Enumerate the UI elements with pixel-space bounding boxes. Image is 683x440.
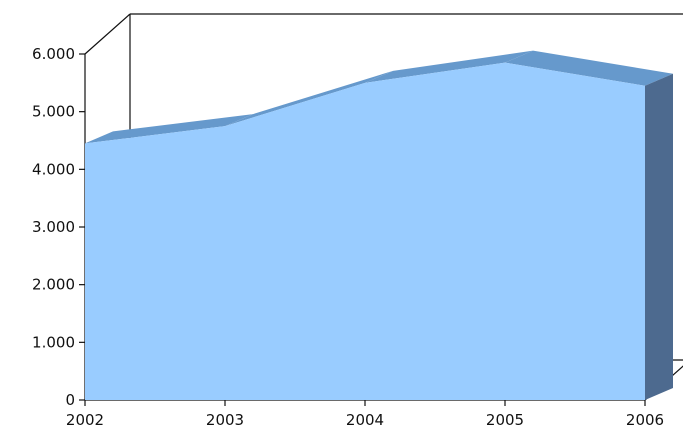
x-tick-label: 2004	[346, 411, 384, 429]
x-tick-label: 2005	[486, 411, 524, 429]
x-tick-label: 2006	[626, 411, 664, 429]
area-top-face	[505, 50, 673, 86]
left-wall-top-edge	[84, 13, 131, 55]
y-axis-tick-labels: 0 1.000 2.000 3.000 4.000 5.000 6.000	[32, 45, 75, 409]
area-top-face	[225, 70, 393, 127]
x-tick-label: 2002	[66, 411, 104, 429]
area-top-face	[365, 50, 533, 83]
x-axis-tick-labels: 2002 2003 2004 2005 2006	[66, 411, 664, 429]
y-tick-label: 2.000	[32, 276, 75, 294]
y-tick-label: 1.000	[32, 333, 75, 351]
y-tick-label: 0	[65, 391, 75, 409]
area-top-face	[85, 114, 253, 144]
area-front-face	[85, 62, 645, 401]
area-side-face	[645, 73, 673, 400]
x-tick-label: 2003	[206, 411, 244, 429]
y-tick-label: 3.000	[32, 218, 75, 236]
area-series	[85, 50, 673, 401]
y-tick-label: 5.000	[32, 103, 75, 121]
y-tick-label: 4.000	[32, 160, 75, 178]
y-tick-label: 6.000	[32, 45, 75, 63]
